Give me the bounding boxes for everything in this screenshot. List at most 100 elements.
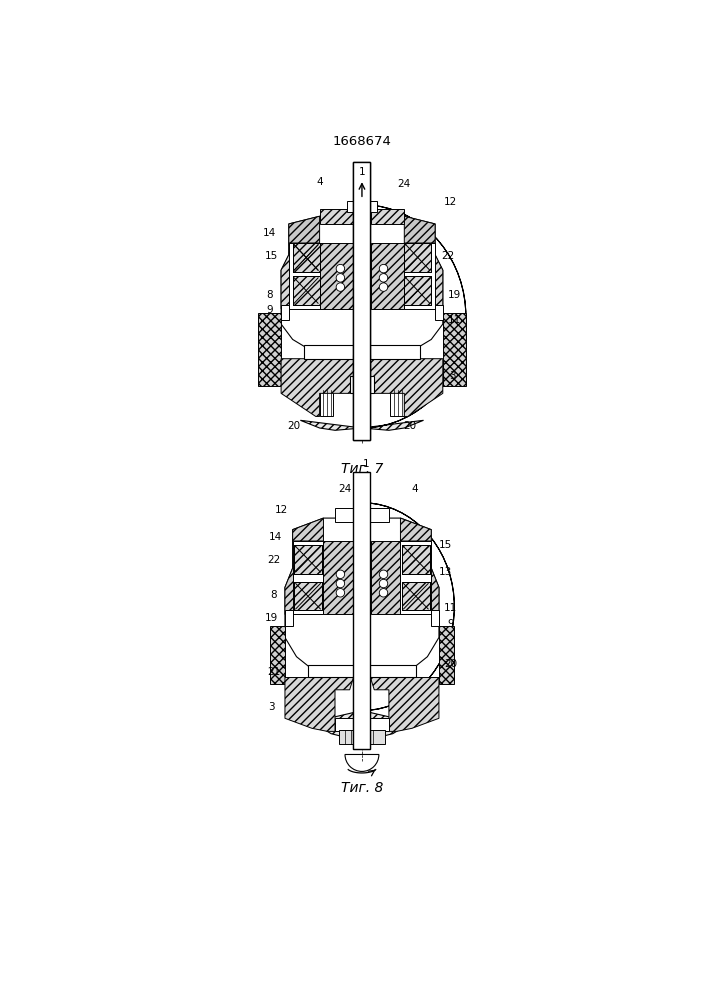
Polygon shape [294, 582, 322, 610]
Circle shape [379, 274, 387, 282]
Circle shape [379, 570, 387, 579]
Text: 4: 4 [316, 177, 323, 187]
Polygon shape [285, 518, 439, 680]
Text: 21: 21 [267, 667, 280, 677]
Bar [404, 243, 431, 272]
Bar [347, 201, 377, 212]
Text: 24: 24 [397, 179, 411, 189]
Text: 20: 20 [288, 421, 300, 431]
Bar [350, 376, 374, 393]
Bar [294, 545, 322, 574]
Bar [281, 305, 288, 320]
Polygon shape [400, 518, 431, 541]
Bar [354, 676, 370, 749]
Wedge shape [345, 754, 379, 771]
Circle shape [336, 274, 344, 282]
Text: 8: 8 [270, 590, 276, 600]
Text: 9: 9 [448, 619, 454, 629]
Polygon shape [288, 216, 320, 243]
Text: 11: 11 [444, 603, 457, 613]
Bar [320, 389, 334, 416]
Bar [320, 209, 353, 224]
Polygon shape [402, 545, 430, 574]
Text: 22: 22 [267, 555, 280, 565]
Text: 19: 19 [448, 290, 461, 300]
Text: 14: 14 [269, 532, 282, 542]
Polygon shape [404, 276, 431, 305]
Polygon shape [281, 359, 354, 416]
Text: 15: 15 [438, 540, 452, 550]
Text: 8: 8 [267, 290, 273, 300]
Text: 1: 1 [363, 459, 369, 469]
Text: 19: 19 [264, 613, 278, 623]
Bar [390, 389, 404, 416]
Bar [294, 582, 322, 610]
Text: 3: 3 [450, 371, 456, 381]
Bar [354, 472, 370, 749]
Text: 12: 12 [444, 197, 457, 207]
Circle shape [379, 264, 387, 273]
Polygon shape [439, 626, 455, 684]
Polygon shape [443, 312, 466, 386]
Circle shape [336, 579, 344, 588]
Text: Τиг. 7: Τиг. 7 [341, 462, 383, 476]
Polygon shape [371, 243, 404, 309]
Polygon shape [258, 312, 281, 386]
Polygon shape [400, 541, 439, 614]
Bar [293, 243, 320, 272]
Polygon shape [293, 276, 320, 305]
Text: 14: 14 [263, 228, 276, 238]
Polygon shape [293, 243, 320, 272]
Text: 11: 11 [448, 315, 461, 325]
Polygon shape [370, 677, 439, 731]
Bar [354, 162, 370, 440]
Circle shape [336, 283, 344, 291]
Text: 4: 4 [411, 484, 418, 494]
Text: 20: 20 [444, 659, 457, 669]
Polygon shape [294, 545, 322, 574]
Bar [308, 665, 416, 677]
Polygon shape [404, 216, 435, 243]
Polygon shape [312, 503, 455, 738]
Bar [435, 305, 443, 320]
Circle shape [379, 589, 387, 597]
Bar [371, 209, 404, 224]
Bar [404, 243, 435, 309]
Polygon shape [404, 243, 443, 309]
Text: 1: 1 [358, 167, 366, 177]
Circle shape [336, 570, 344, 579]
Circle shape [379, 579, 387, 588]
Text: 3: 3 [268, 702, 274, 712]
Polygon shape [269, 626, 285, 684]
Polygon shape [320, 243, 353, 309]
Polygon shape [371, 541, 400, 614]
Polygon shape [285, 541, 324, 614]
Bar [335, 718, 389, 731]
Polygon shape [402, 582, 430, 610]
Bar [431, 610, 439, 626]
Polygon shape [370, 359, 443, 416]
Bar [335, 508, 389, 522]
Polygon shape [293, 518, 324, 541]
Bar [404, 243, 431, 272]
Text: 12: 12 [274, 505, 288, 515]
Text: 24: 24 [339, 484, 351, 494]
Text: 22: 22 [442, 251, 455, 261]
Text: 15: 15 [264, 251, 278, 261]
Bar [402, 582, 430, 610]
Text: Τиг. 8: Τиг. 8 [341, 781, 383, 795]
Polygon shape [300, 205, 466, 430]
Bar [293, 243, 320, 272]
Text: 20: 20 [403, 421, 416, 431]
Text: 9: 9 [267, 305, 273, 315]
Polygon shape [281, 216, 443, 356]
Bar [339, 730, 385, 744]
Circle shape [379, 283, 387, 291]
Polygon shape [285, 677, 354, 731]
Bar [293, 276, 320, 305]
Text: 13: 13 [438, 567, 452, 577]
Bar [288, 243, 320, 309]
Bar [304, 345, 420, 359]
Text: 1668674: 1668674 [332, 135, 392, 148]
Bar [354, 355, 370, 378]
